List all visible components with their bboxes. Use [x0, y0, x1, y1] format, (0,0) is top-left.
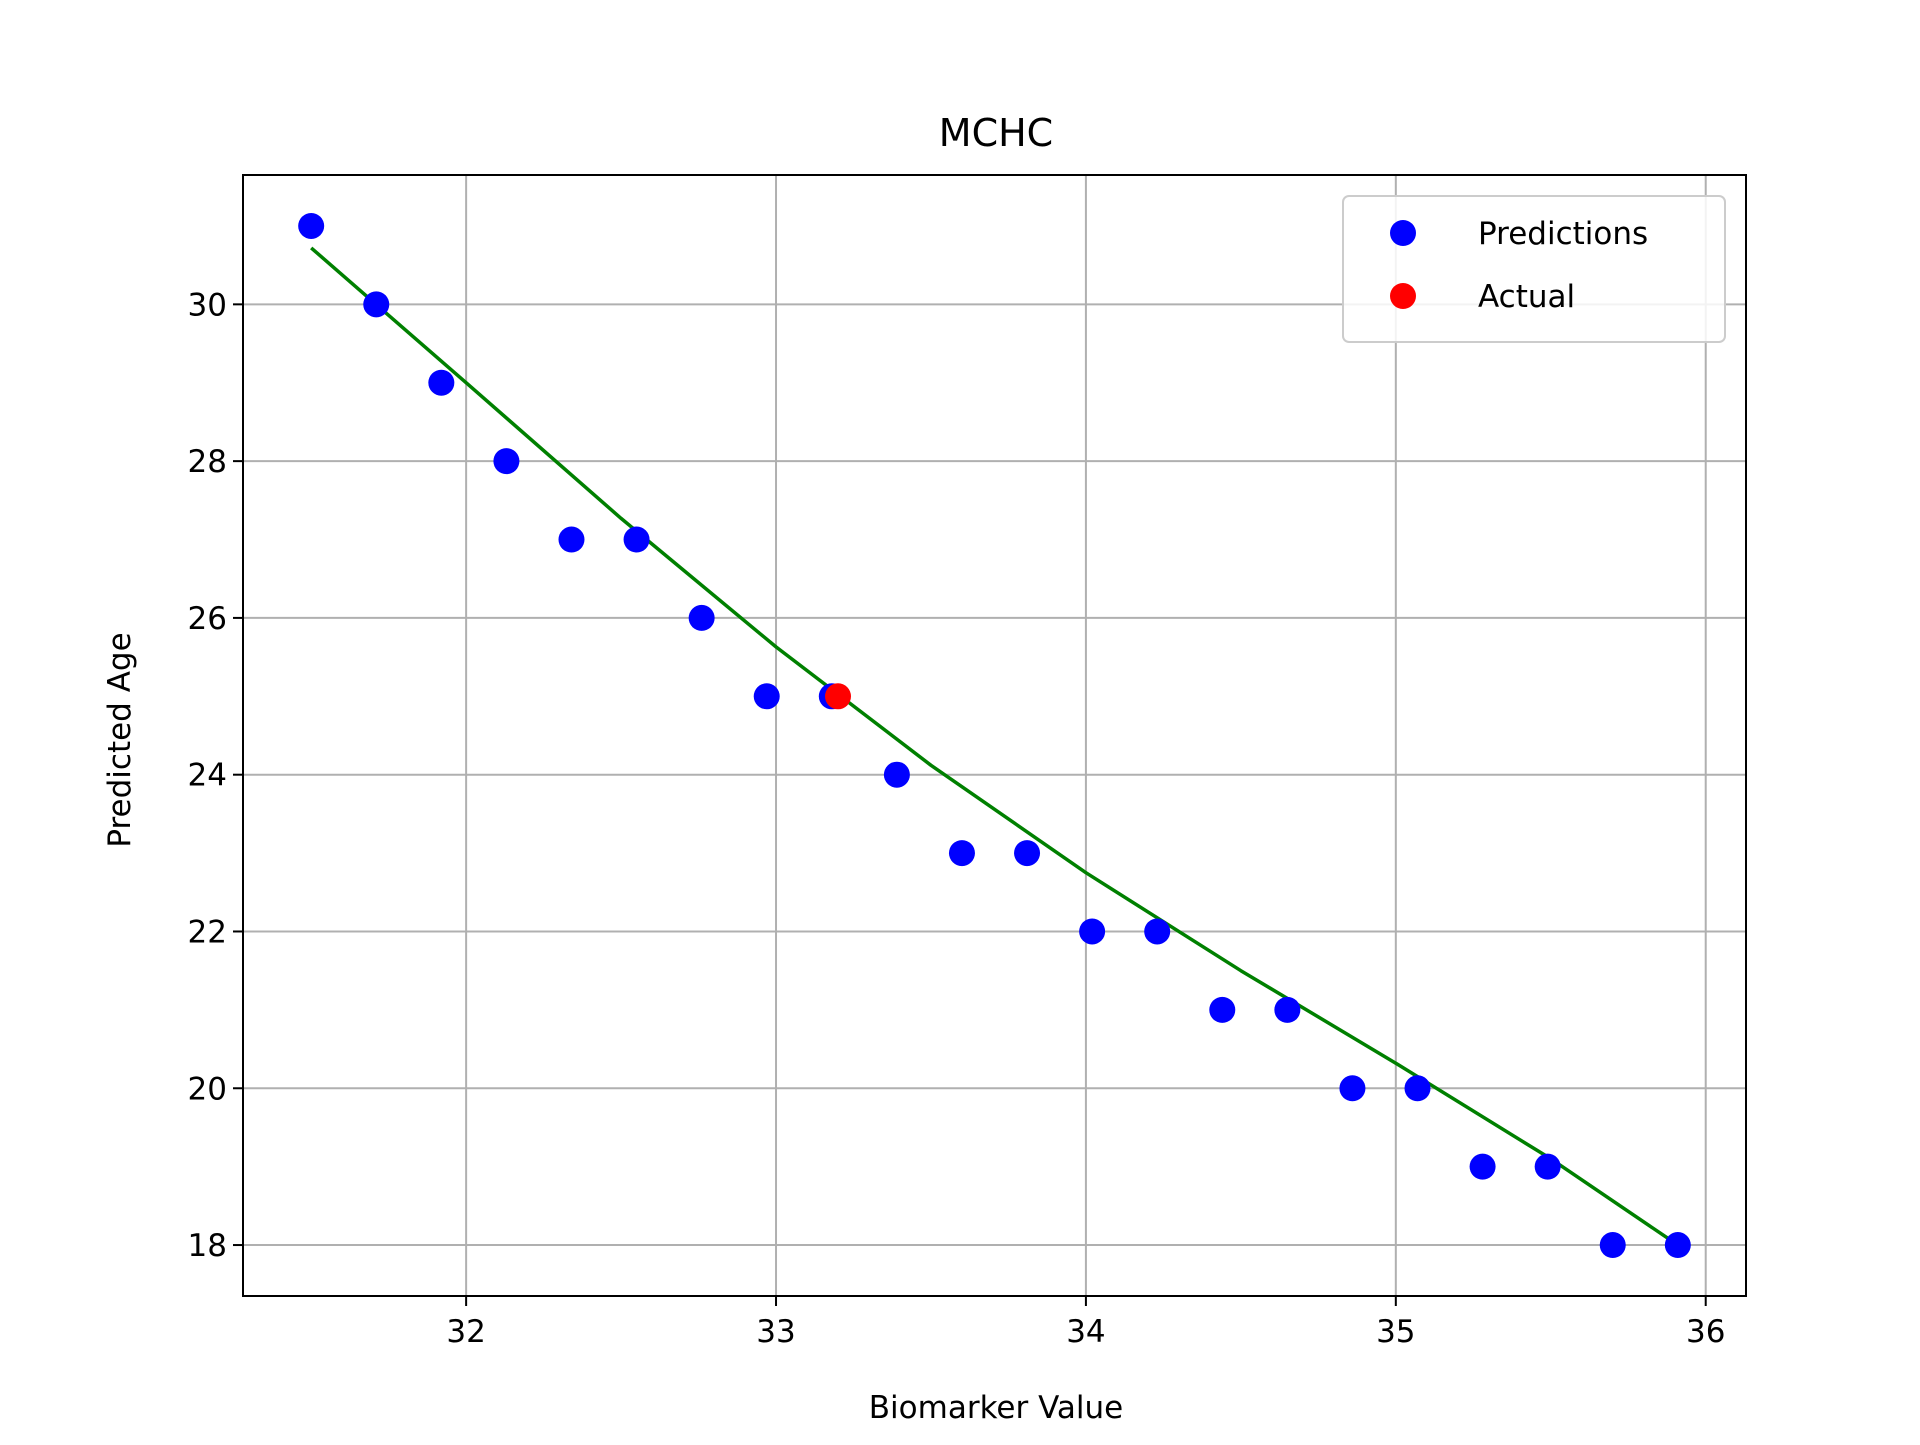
x-tick-label: 33 — [756, 1314, 795, 1350]
points-layer — [298, 212, 1691, 1259]
legend: Predictions Actual — [1342, 195, 1726, 343]
predictions-point — [1404, 1075, 1431, 1102]
predictions-point — [883, 761, 910, 788]
y-tick-label: 18 — [188, 1228, 227, 1264]
predictions-point — [1209, 996, 1236, 1023]
legend-label-predictions: Predictions — [1478, 216, 1648, 252]
predictions-point — [1014, 840, 1041, 867]
legend-marker-predictions — [1390, 220, 1416, 246]
predictions-point — [1664, 1232, 1691, 1259]
predictions-point — [1274, 996, 1301, 1023]
predictions-point — [1469, 1153, 1496, 1180]
y-tick-label: 24 — [188, 758, 227, 794]
y-tick-label: 22 — [188, 914, 227, 950]
legend-marker-actual — [1390, 283, 1416, 309]
predictions-point — [1599, 1232, 1626, 1259]
predictions-point — [1144, 918, 1171, 945]
y-tick-label: 26 — [188, 601, 227, 637]
predictions-point — [493, 448, 520, 475]
x-tick-label: 32 — [446, 1314, 485, 1350]
legend-label-actual: Actual — [1478, 279, 1575, 315]
predictions-point — [1534, 1153, 1561, 1180]
x-axis-label: Biomarker Value — [869, 1390, 1123, 1426]
predictions-point — [623, 526, 650, 553]
x-tick-label: 36 — [1686, 1314, 1725, 1350]
fit-line — [310, 246, 1679, 1247]
y-tick-label: 28 — [188, 444, 227, 480]
actual-point — [825, 683, 852, 710]
axes-frame — [242, 174, 1747, 1297]
predictions-point — [1079, 918, 1106, 945]
predictions-point — [688, 604, 715, 631]
y-axis-label: Predicted Age — [102, 632, 138, 847]
ticks: 32 33 34 35 36 18 20 22 24 26 28 30 — [188, 287, 1726, 1350]
predictions-point — [428, 369, 455, 396]
y-tick-label: 20 — [188, 1071, 227, 1107]
predictions-point — [753, 683, 780, 710]
x-tick-label: 35 — [1376, 1314, 1415, 1350]
x-tick-label: 34 — [1066, 1314, 1105, 1350]
fit-line-layer — [310, 246, 1679, 1247]
chart-title: MCHC — [939, 111, 1053, 155]
predictions-point — [948, 840, 975, 867]
predictions-point — [363, 291, 390, 318]
predictions-point — [1339, 1075, 1366, 1102]
predictions-point — [558, 526, 585, 553]
grid — [243, 175, 1746, 1296]
y-tick-label: 30 — [188, 287, 227, 323]
legend-box — [1342, 195, 1726, 343]
predictions-point — [298, 212, 325, 239]
